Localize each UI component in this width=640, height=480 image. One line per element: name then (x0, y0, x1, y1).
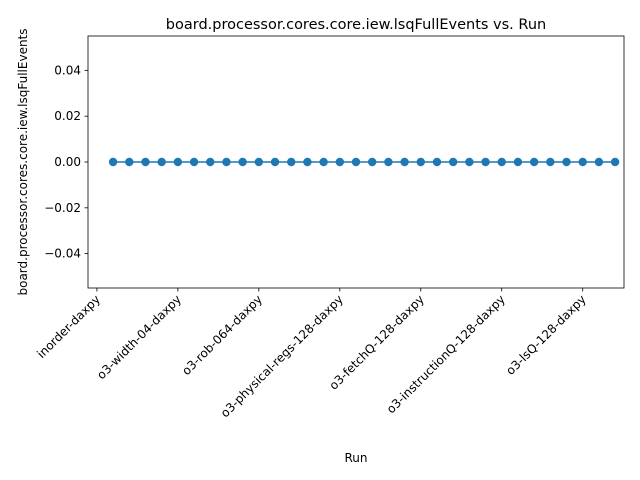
data-point (141, 157, 150, 167)
x-axis: inorder-daxpyo3-width-04-daxpyo3-rob-064… (34, 288, 589, 420)
data-point (384, 157, 393, 167)
y-tick-label: 0.00 (54, 155, 81, 169)
y-tick-label: 0.04 (54, 63, 81, 77)
data-point (513, 157, 523, 167)
data-point (416, 157, 425, 167)
x-tick-label: inorder-daxpy (34, 292, 103, 361)
series-points (108, 157, 620, 167)
y-axis-label: board.processor.cores.core.iew.lsqFullEv… (16, 28, 30, 295)
data-point (546, 157, 555, 167)
data-point (610, 157, 620, 167)
data-point (594, 157, 604, 167)
data-point (173, 157, 183, 167)
data-point (287, 157, 296, 167)
x-axis-label: Run (344, 451, 367, 465)
data-point (481, 157, 490, 167)
data-point (432, 157, 442, 167)
data-point (189, 157, 199, 167)
data-point (400, 157, 409, 167)
data-point (157, 157, 166, 167)
y-axis: −0.04 −0.02 0.00 0.02 0.04 (44, 63, 88, 261)
x-tick-label: o3-rob-064-daxpy (179, 292, 265, 378)
data-point (238, 157, 247, 167)
data-point (254, 157, 264, 167)
y-tick-label: −0.04 (44, 247, 81, 261)
data-point (335, 157, 345, 167)
data-point (497, 157, 506, 167)
data-point (125, 157, 134, 167)
data-point (108, 157, 118, 167)
data-point (206, 157, 215, 167)
data-point (270, 157, 280, 167)
data-point (303, 157, 312, 167)
data-point (578, 157, 587, 167)
data-point (351, 157, 361, 167)
data-point (465, 157, 474, 167)
x-tick-label: o3-lsQ-128-daxpy (503, 292, 589, 378)
y-tick-label: 0.02 (54, 109, 81, 123)
data-point (367, 157, 377, 167)
x-tick-label: o3-width-04-daxpy (94, 292, 184, 382)
y-tick-label: −0.02 (44, 201, 81, 215)
chart-title: board.processor.cores.core.iew.lsqFullEv… (166, 17, 546, 33)
data-point (319, 157, 328, 167)
data-point (222, 157, 231, 167)
data-point (562, 157, 571, 167)
data-point (529, 157, 539, 167)
data-point (448, 157, 458, 167)
